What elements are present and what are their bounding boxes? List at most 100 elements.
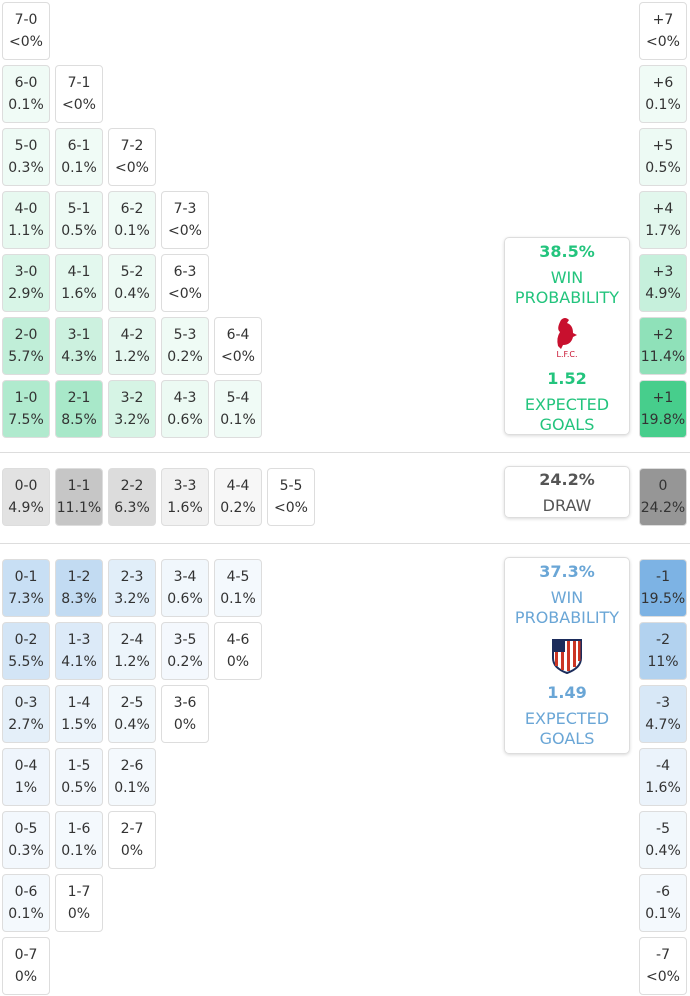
away-summary: 37.3% WIN PROBABILITY 1.49 EXPECTED GOAL…: [504, 557, 630, 754]
prob-label: 0%: [226, 654, 250, 670]
prob-label: <0%: [168, 223, 202, 239]
prob-label: 0%: [173, 717, 197, 733]
prob-label: 0.6%: [167, 412, 203, 428]
score-label: 0: [658, 478, 668, 494]
draw-summary: 24.2% DRAW: [504, 466, 630, 518]
score-cell: -2 11%: [639, 622, 687, 680]
home-xg-label: EXPECTED GOALS: [524, 395, 610, 434]
score-cell: +1 19.8%: [639, 380, 687, 438]
draw-label: DRAW: [542, 496, 592, 515]
score-label: 0-7: [14, 947, 38, 963]
score-cell: 3-2 3.2%: [108, 380, 156, 438]
score-cell: 6-0 0.1%: [2, 65, 50, 123]
prob-label: <0%: [115, 160, 149, 176]
prob-label: 0.3%: [8, 160, 44, 176]
prob-label: 0.6%: [167, 591, 203, 607]
prob-label: 0.5%: [61, 780, 97, 796]
score-cell: 0-3 2.7%: [2, 685, 50, 743]
prob-label: 2.9%: [8, 286, 44, 302]
prob-label: 11%: [647, 654, 679, 670]
score-cell: 7-3 <0%: [161, 191, 209, 249]
score-label: 2-6: [120, 758, 144, 774]
prob-label: <0%: [274, 500, 308, 516]
score-label: 0-0: [14, 478, 38, 494]
prob-label: <0%: [9, 34, 43, 50]
score-cell: 4-3 0.6%: [161, 380, 209, 438]
score-cell: 2-7 0%: [108, 811, 156, 869]
home-win-label: WIN PROBABILITY: [514, 268, 620, 307]
prob-label: 4.9%: [645, 286, 681, 302]
score-label: 1-6: [67, 821, 91, 837]
score-cell: 2-1 8.5%: [55, 380, 103, 438]
score-label: 4-2: [120, 327, 144, 343]
score-label: 1-0: [14, 390, 38, 406]
score-label: 3-2: [120, 390, 144, 406]
score-label: 6-1: [67, 138, 91, 154]
prob-label: 1.5%: [61, 717, 97, 733]
home-xg: 1.52: [547, 369, 587, 388]
prob-label: 0.1%: [220, 412, 256, 428]
score-label: 4-3: [173, 390, 197, 406]
prob-label: <0%: [646, 969, 680, 985]
prob-label: 0.5%: [61, 223, 97, 239]
score-label: 2-4: [120, 632, 144, 648]
score-cell: -4 1.6%: [639, 748, 687, 806]
score-cell: 6-4 <0%: [214, 317, 262, 375]
prob-label: <0%: [62, 97, 96, 113]
prob-label: 1.7%: [645, 223, 681, 239]
score-cell: +7 <0%: [639, 2, 687, 60]
score-cell: -6 0.1%: [639, 874, 687, 932]
score-label: 4-1: [67, 264, 91, 280]
prob-label: 11.4%: [640, 349, 686, 365]
score-label: 4-4: [226, 478, 250, 494]
prob-label: 2.7%: [8, 717, 44, 733]
score-cell: 0-6 0.1%: [2, 874, 50, 932]
score-cell: 4-2 1.2%: [108, 317, 156, 375]
score-cell: 1-4 1.5%: [55, 685, 103, 743]
score-label: 2-0: [14, 327, 38, 343]
score-label: 0-3: [14, 695, 38, 711]
score-label: 7-0: [14, 12, 38, 28]
prob-label: 4.7%: [645, 717, 681, 733]
score-cell: 3-6 0%: [161, 685, 209, 743]
score-label: 2-3: [120, 569, 144, 585]
prob-label: 1.2%: [114, 349, 150, 365]
prob-label: <0%: [168, 286, 202, 302]
separator: [0, 452, 690, 453]
prob-label: 19.8%: [640, 412, 686, 428]
score-cell: 6-2 0.1%: [108, 191, 156, 249]
score-cell: 4-5 0.1%: [214, 559, 262, 617]
prob-label: 19.5%: [640, 591, 686, 607]
score-cell: 5-2 0.4%: [108, 254, 156, 312]
prob-label: 1.6%: [61, 286, 97, 302]
away-win-label: WIN PROBABILITY: [514, 588, 620, 627]
prob-label: 0.2%: [220, 500, 256, 516]
prob-label: 1.6%: [645, 780, 681, 796]
score-cell: 3-0 2.9%: [2, 254, 50, 312]
score-label: 0-1: [14, 569, 38, 585]
prob-label: 0.2%: [167, 349, 203, 365]
score-label: -2: [656, 632, 670, 648]
score-label: 7-3: [173, 201, 197, 217]
away-win-pct: 37.3%: [539, 562, 595, 581]
score-cell: 2-4 1.2%: [108, 622, 156, 680]
prob-label: 0.1%: [114, 223, 150, 239]
score-cell: 4-0 1.1%: [2, 191, 50, 249]
score-label: 5-4: [226, 390, 250, 406]
score-cell: 2-0 5.7%: [2, 317, 50, 375]
score-label: 5-5: [279, 478, 303, 494]
score-cell: 0-5 0.3%: [2, 811, 50, 869]
score-cell: 2-3 3.2%: [108, 559, 156, 617]
score-label: 3-6: [173, 695, 197, 711]
score-label: 5-0: [14, 138, 38, 154]
prob-label: 0%: [67, 906, 91, 922]
score-label: +6: [652, 75, 674, 91]
score-label: 3-0: [14, 264, 38, 280]
score-cell: +2 11.4%: [639, 317, 687, 375]
score-label: +1: [652, 390, 674, 406]
score-label: 3-5: [173, 632, 197, 648]
away-logo: [552, 639, 582, 675]
score-label: 6-2: [120, 201, 144, 217]
score-label: +5: [652, 138, 674, 154]
